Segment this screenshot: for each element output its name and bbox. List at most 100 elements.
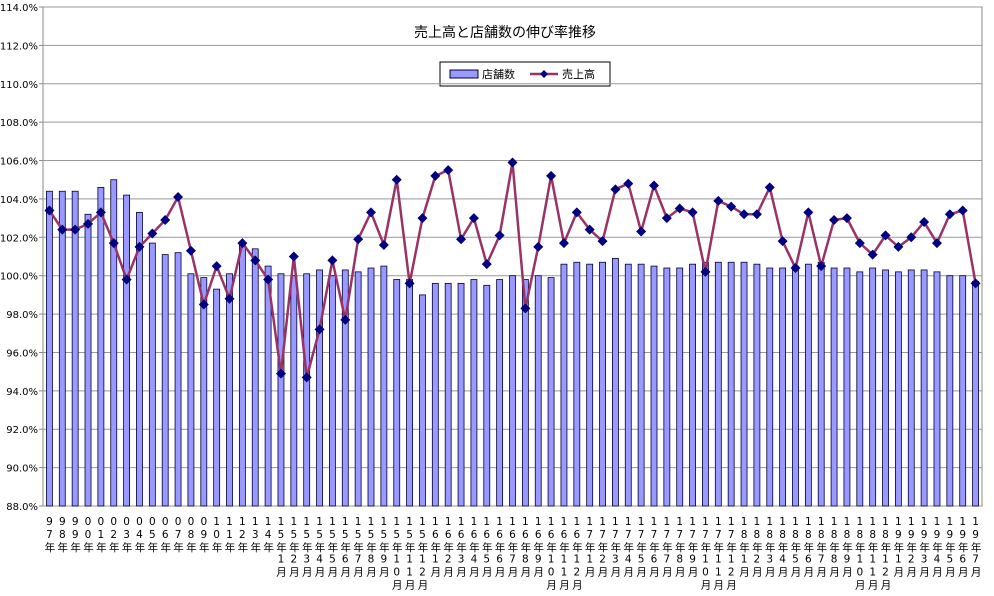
bar (830, 267, 838, 507)
y-tick-label: 94.0% (6, 387, 38, 398)
x-tick-label: 01年 (95, 516, 107, 554)
marker (764, 182, 775, 193)
x-tick-label: 08年 (185, 516, 197, 554)
bar (110, 179, 118, 507)
marker (829, 215, 840, 226)
bar (599, 261, 606, 507)
marker (224, 293, 235, 304)
x-tick-label: 15年11月 (404, 516, 416, 591)
x-tick-label: 19年5月 (944, 516, 956, 578)
bar (457, 282, 465, 507)
marker (121, 274, 132, 285)
x-tick-label: 17年2月 (597, 516, 609, 578)
bar (46, 190, 53, 507)
legend: 店舗数 売上高 (439, 61, 611, 87)
x-tick-label: 04年 (133, 516, 145, 554)
x-tick-label: 18年11月 (867, 516, 879, 591)
x-tick-label: 16年2月 (442, 516, 454, 578)
marker (404, 278, 415, 289)
marker (481, 259, 492, 270)
bar (58, 190, 66, 507)
y-tick-label: 104.0% (0, 195, 38, 206)
bar (213, 288, 221, 507)
marker (44, 205, 55, 216)
marker (468, 213, 479, 224)
y-tick-label: 92.0% (6, 425, 38, 436)
bar (303, 273, 311, 507)
marker (340, 314, 351, 325)
marker (95, 207, 106, 218)
x-tick-label: 97年 (43, 516, 55, 554)
marker (558, 238, 569, 249)
marker (378, 239, 389, 250)
bar (380, 265, 388, 507)
marker (263, 274, 274, 285)
x-tick-label: 16年12月 (571, 516, 583, 591)
marker (700, 266, 711, 277)
x-tick-label: 18年4月 (777, 516, 789, 578)
bar (586, 263, 594, 507)
x-tick-label: 15年2月 (288, 516, 300, 578)
bar (187, 273, 195, 507)
x-tick-label: 17年4月 (622, 516, 634, 578)
marker (880, 230, 891, 241)
x-tick-label: 17年9月 (687, 516, 699, 578)
bar (753, 263, 761, 507)
marker (931, 238, 942, 249)
y-tick-label: 110.0% (0, 80, 38, 91)
bar (329, 275, 336, 507)
x-tick-label: 15年7月 (352, 516, 364, 578)
x-tick-label: 18年1月 (738, 516, 750, 578)
marker (739, 209, 750, 220)
x-tick-label: 10年 (211, 516, 223, 554)
y-tick-label: 96.0% (6, 348, 38, 359)
marker (957, 205, 968, 216)
marker (301, 372, 312, 383)
bar (148, 242, 156, 507)
bar (612, 258, 619, 507)
bar (496, 279, 504, 507)
marker (597, 236, 608, 247)
marker (777, 236, 788, 247)
x-tick-label: 18年5月 (789, 516, 801, 578)
marker (726, 201, 737, 212)
marker (610, 184, 621, 195)
marker (456, 234, 467, 245)
x-tick-label: 17年5月 (635, 516, 647, 578)
marker (288, 251, 299, 262)
x-tick-label: 02年 (108, 516, 120, 554)
bar (238, 242, 246, 507)
marker (854, 238, 865, 249)
x-tick-label: 14年 (262, 516, 274, 554)
legend-label: 売上高 (562, 67, 595, 81)
bar (354, 271, 362, 507)
bar (869, 267, 877, 507)
x-tick-label: 17年10月 (699, 516, 711, 591)
y-tick-label: 106.0% (0, 157, 38, 168)
x-tick-label: 15年6月 (339, 516, 351, 578)
y-tick-label: 100.0% (0, 272, 38, 283)
y-tick-label: 88.0% (6, 502, 38, 513)
bar (843, 267, 851, 507)
marker (83, 218, 94, 229)
marker (108, 238, 119, 249)
marker (867, 249, 878, 260)
marker (919, 216, 930, 227)
marker (366, 207, 377, 218)
x-tick-label: 17年7月 (661, 516, 673, 578)
bar (882, 269, 889, 507)
marker (687, 207, 698, 218)
x-tick-label: 15年3月 (301, 516, 313, 578)
x-tick-label: 15年10月 (391, 516, 403, 591)
bar (136, 211, 143, 507)
x-tick-label: 06年 (159, 516, 171, 554)
x-tick-label: 19年6月 (957, 516, 969, 578)
x-tick-label: 12年 (236, 516, 248, 554)
bar (419, 294, 426, 507)
marker (147, 228, 158, 239)
marker (353, 234, 364, 245)
marker (275, 368, 286, 379)
x-tick-label: 18年9月 (841, 516, 853, 578)
bar (341, 269, 349, 507)
